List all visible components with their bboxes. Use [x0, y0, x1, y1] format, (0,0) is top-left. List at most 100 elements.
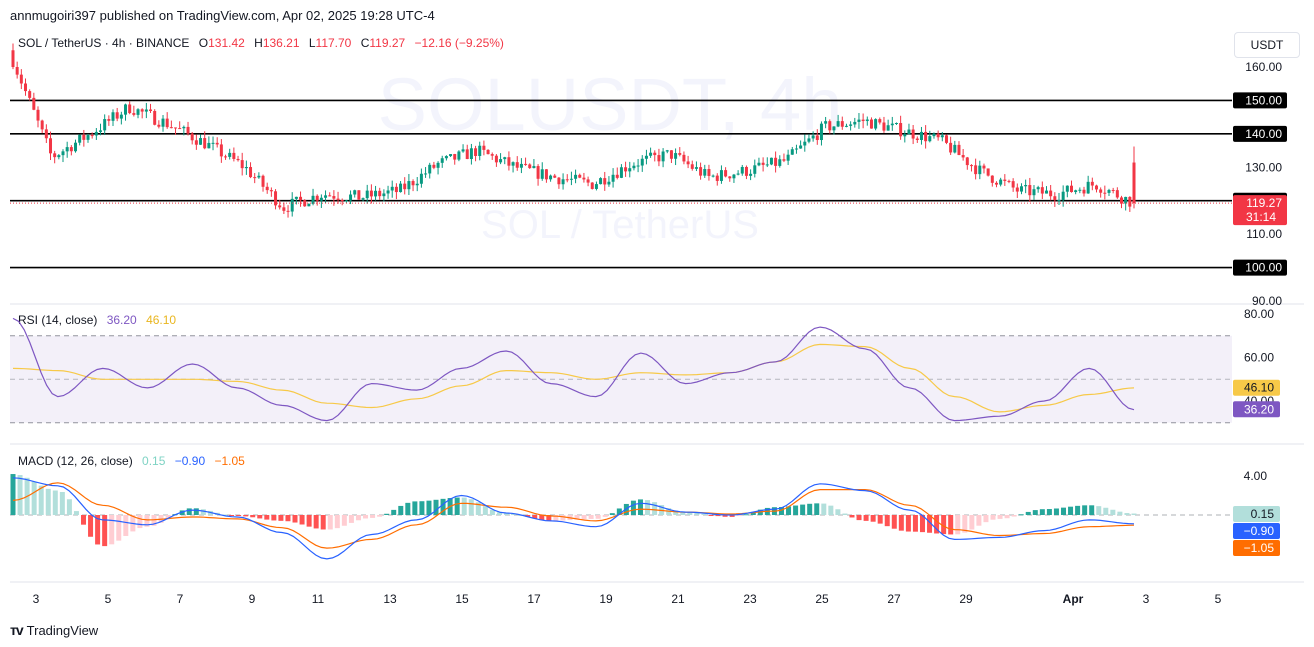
tradingview-brand[interactable]: ᴛᴠ TradingView [10, 622, 98, 638]
price-candle [1044, 190, 1048, 194]
price-candle [524, 163, 528, 165]
time-axis-tick: 27 [887, 592, 901, 606]
macd-histogram-bar [38, 485, 44, 515]
price-candle [544, 169, 548, 180]
price-candle [653, 152, 657, 156]
price-candle [78, 134, 82, 143]
price-candle [144, 109, 148, 112]
price-candle [219, 144, 223, 157]
macd-signal-line [12, 482, 1135, 549]
price-candle [811, 135, 815, 139]
price-candle [215, 142, 219, 145]
macd-histogram-bar [405, 502, 411, 515]
macd-histogram-bar [475, 502, 481, 515]
price-candle [186, 126, 190, 134]
macd-histogram-bar [243, 515, 249, 517]
macd-histogram-bar [912, 515, 918, 532]
macd-title: MACD (12, 26, close) [18, 454, 133, 468]
macd-histogram-bar [849, 515, 855, 518]
price-candle [61, 151, 65, 156]
price-candle [632, 165, 636, 169]
price-candle [294, 196, 298, 199]
time-axis-tick: 17 [527, 592, 541, 606]
price-candle [724, 170, 728, 177]
macd-histogram-bar [786, 506, 792, 515]
macd-histogram-bar [1124, 513, 1130, 515]
macd-histogram-bar [229, 515, 235, 516]
macd-histogram-bar [560, 515, 566, 521]
macd-hist-badge-label: 0.15 [1251, 507, 1275, 521]
price-candle [507, 157, 511, 166]
level-badge-bg [1233, 259, 1287, 276]
macd-histogram-bar [1053, 508, 1059, 515]
price-candle [319, 197, 323, 201]
macd-histogram-bar [898, 515, 904, 531]
price-candle [111, 112, 115, 121]
macd-histogram-bar [257, 515, 263, 519]
price-candle [565, 179, 569, 181]
macd-histogram-bar [701, 513, 707, 515]
price-candle [794, 148, 798, 150]
price-candle [1040, 187, 1044, 194]
price-candle [128, 104, 132, 114]
currency-button[interactable]: USDT [1234, 32, 1300, 58]
price-candle [790, 149, 794, 155]
price-candle [1111, 189, 1115, 191]
price-candle [961, 155, 965, 158]
macd-histogram-bar [412, 501, 418, 515]
price-candle [103, 119, 107, 131]
price-candle [661, 151, 665, 162]
macd-histogram-bar [581, 515, 587, 520]
price-candle [561, 179, 565, 185]
macd-histogram-bar [616, 508, 622, 515]
macd-histogram-bar [186, 508, 192, 515]
macd-histogram-bar [630, 500, 636, 515]
price-candle [278, 205, 282, 208]
price-candle [882, 122, 886, 131]
price-candle [803, 141, 807, 146]
time-axis-tick: 5 [1215, 592, 1222, 606]
price-candle [369, 190, 373, 197]
macd-histogram-bar [482, 506, 488, 515]
price-candle [257, 175, 261, 178]
time-axis-tick: 3 [33, 592, 40, 606]
macd-histogram-bar [320, 515, 326, 530]
price-candle [344, 200, 348, 202]
time-axis-tick: 9 [249, 592, 256, 606]
price-candle [553, 175, 557, 178]
macd-histogram-bar [1110, 509, 1116, 515]
macd-histogram-bar [137, 515, 143, 529]
macd-histogram-bar [73, 511, 79, 515]
price-candle [890, 123, 894, 126]
price-candle [399, 183, 403, 193]
macd-histogram-bar [969, 515, 975, 530]
macd-signal-badge-bg [1233, 540, 1280, 556]
price-candle [1128, 196, 1132, 207]
close-value: 119.27 [369, 36, 406, 50]
price-candle [407, 181, 411, 190]
price-candle [90, 135, 94, 137]
price-candle [990, 175, 994, 183]
macd-histogram-bar [151, 515, 157, 526]
time-axis-tick: 23 [743, 592, 757, 606]
macd-histogram-bar [743, 514, 749, 516]
price-candle [603, 178, 607, 185]
last-price-badge-bg [1233, 195, 1287, 226]
price-candle [682, 154, 686, 162]
symbol-legend: SOL / TetherUS · 4h · BINANCE O131.42 H1… [18, 36, 504, 50]
price-candle [732, 174, 736, 179]
macd-histogram-bar [574, 515, 580, 520]
close-label: C [360, 36, 370, 50]
macd-histogram-bar [652, 502, 658, 515]
macd-histogram-bar [778, 507, 784, 515]
price-candle [915, 138, 919, 140]
price-candle [299, 196, 303, 201]
price-candle [761, 162, 765, 165]
price-candle [628, 168, 632, 172]
macd-histogram-bar [645, 500, 651, 515]
macd-histogram-bar [1131, 513, 1137, 515]
macd-histogram-bar [370, 515, 376, 518]
price-candle [778, 159, 782, 166]
price-candle [1061, 191, 1065, 200]
